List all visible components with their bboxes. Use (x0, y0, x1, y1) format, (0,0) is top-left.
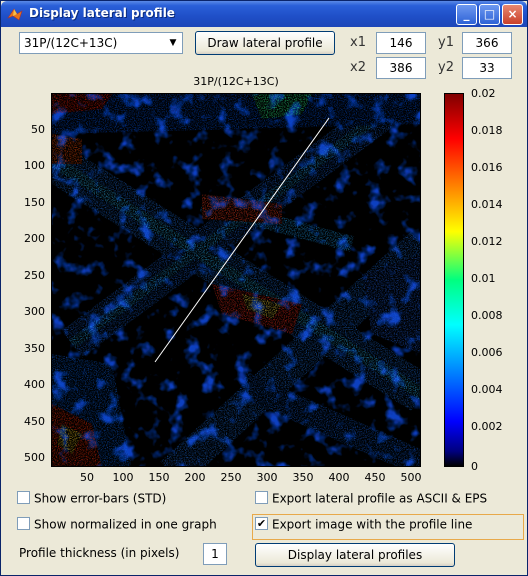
y-tick: 100 (24, 159, 45, 172)
y-tick: 200 (24, 232, 45, 245)
x-tick: 100 (112, 471, 134, 484)
y-tick: 400 (24, 378, 45, 391)
profile-line[interactable] (154, 117, 330, 363)
chevron-down-icon[interactable]: ▼ (169, 38, 177, 48)
x-tick: 400 (328, 471, 350, 484)
x1-label: x1 (350, 35, 366, 50)
export-image-checkbox[interactable]: ✔ Export image with the profile line (252, 514, 524, 540)
x-tick: 300 (256, 471, 278, 484)
y-tick: 150 (24, 196, 45, 209)
checkbox-box[interactable] (17, 491, 30, 504)
ratio-select-value: 31P/(12C+13C) (24, 36, 118, 50)
structure-layer (52, 94, 420, 466)
x2-input[interactable]: 386 (376, 57, 426, 79)
normalized-checkbox[interactable]: Show normalized in one graph (17, 517, 217, 537)
x-tick: 200 (184, 471, 206, 484)
x-tick: 350 (292, 471, 314, 484)
colorbar (444, 93, 464, 467)
checkbox-box[interactable] (255, 491, 268, 504)
colorbar-tick: 0.016 (471, 161, 503, 174)
y1-input[interactable]: 366 (462, 32, 512, 54)
checkbox-box[interactable] (17, 517, 30, 530)
x-tick: 450 (364, 471, 386, 484)
ratio-select[interactable]: 31P/(12C+13C) ▼ (19, 32, 183, 54)
ratio-image-svg (52, 94, 420, 466)
y-tick: 450 (24, 415, 45, 428)
ratio-image[interactable] (51, 93, 421, 467)
profile-thickness-label: Profile thickness (in pixels) (19, 546, 180, 560)
y2-label: y2 (438, 60, 454, 75)
colorbar-tick: 0.02 (471, 87, 496, 100)
colorbar-tick: 0 (471, 460, 478, 473)
y-tick: 50 (31, 123, 45, 136)
y-tick: 500 (24, 451, 45, 464)
export-ascii-checkbox[interactable]: Export lateral profile as ASCII & EPS (255, 491, 487, 511)
draw-lateral-profile-button[interactable]: Draw lateral profile (195, 31, 335, 55)
colorbar-tick: 0.002 (471, 420, 503, 433)
colorbar-tick: 0.008 (471, 309, 503, 322)
colorbar-tick: 0.004 (471, 383, 503, 396)
close-button[interactable]: × (502, 4, 523, 25)
x-tick: 50 (80, 471, 94, 484)
colorbar-tick: 0.006 (471, 346, 503, 359)
title-bar[interactable]: Display lateral profile _ □ × (1, 1, 527, 27)
matlab-logo-icon (7, 8, 23, 21)
colorbar-tick: 0.014 (471, 198, 503, 211)
window-title: Display lateral profile (29, 6, 175, 20)
y2-input[interactable]: 33 (462, 57, 512, 79)
x1-input[interactable]: 146 (376, 32, 426, 54)
y-tick: 250 (24, 269, 45, 282)
x-tick: 500 (400, 471, 422, 484)
maximize-button[interactable]: □ (479, 4, 500, 25)
y-tick: 350 (24, 342, 45, 355)
colorbar-tick: 0.012 (471, 235, 503, 248)
x-tick: 150 (148, 471, 170, 484)
colorbar-tick: 0.018 (471, 124, 503, 137)
display-lateral-profiles-button[interactable]: Display lateral profiles (255, 543, 455, 567)
x2-label: x2 (350, 60, 366, 75)
minimize-button[interactable]: _ (456, 4, 477, 25)
x-tick: 250 (220, 471, 242, 484)
y-tick: 300 (24, 305, 45, 318)
plot-title: 31P/(12C+13C) (193, 75, 279, 88)
y1-label: y1 (438, 35, 454, 50)
error-bars-checkbox[interactable]: Show error-bars (STD) (17, 491, 166, 511)
checkbox-checked[interactable]: ✔ (255, 517, 268, 530)
profile-thickness-input[interactable]: 1 (203, 543, 227, 565)
colorbar-tick: 0.01 (471, 272, 496, 285)
